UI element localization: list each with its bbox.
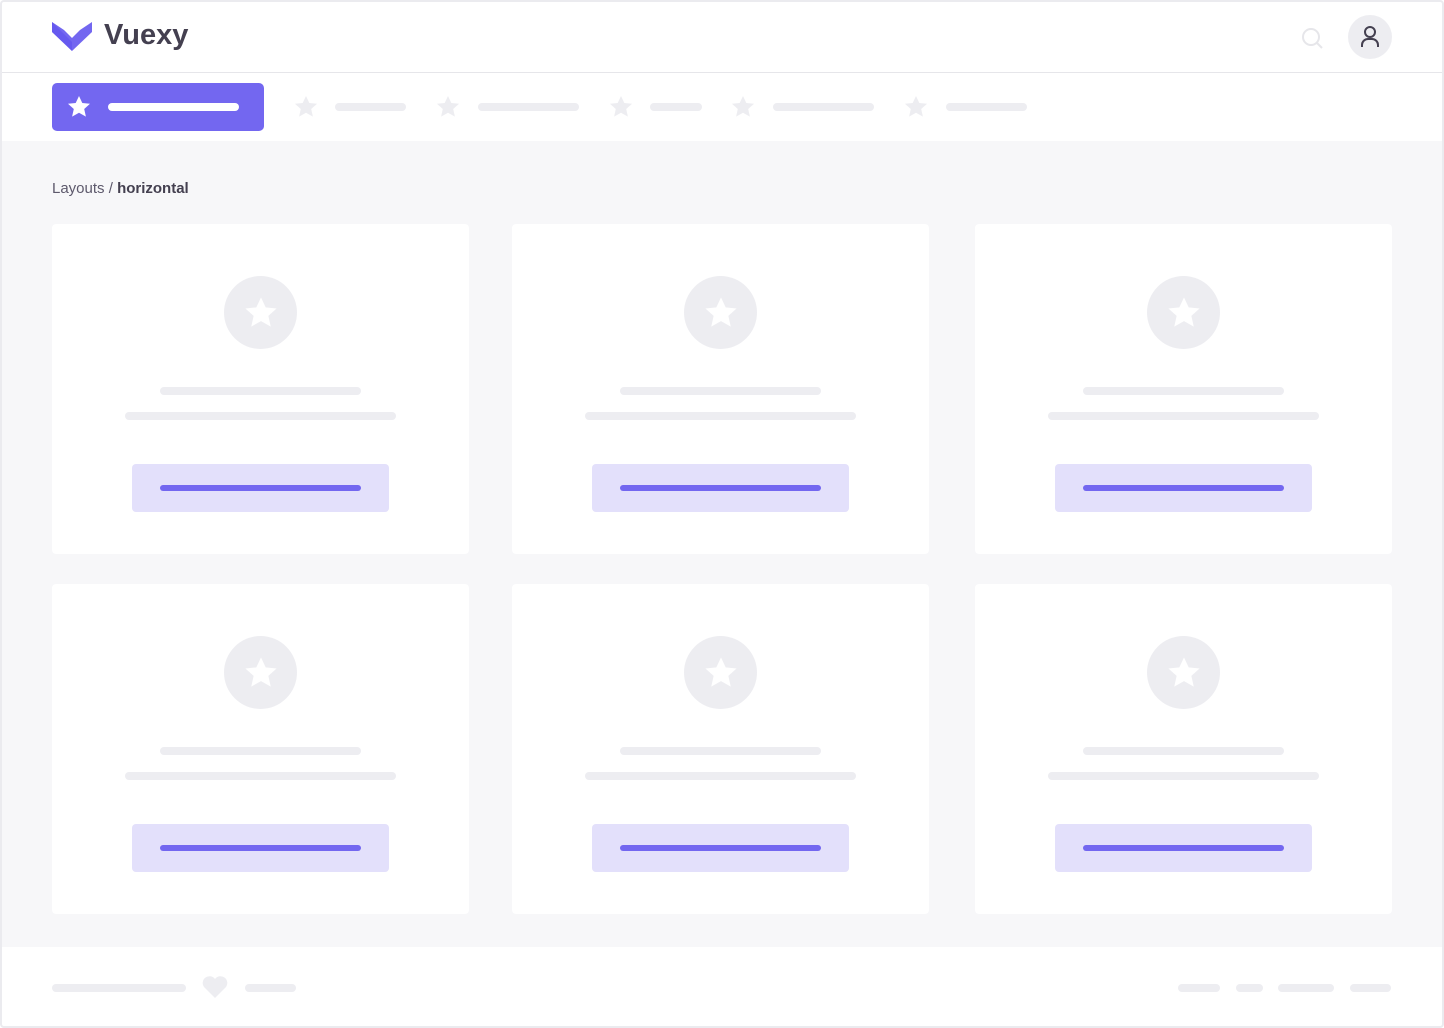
card-title-placeholder (160, 387, 361, 395)
card-icon-circle (684, 276, 757, 349)
card-button-label-placeholder (620, 485, 821, 491)
card-icon-circle (1147, 636, 1220, 709)
footer (0, 947, 1444, 1028)
brand-name: Vuexy (104, 19, 189, 51)
footer-link[interactable] (1350, 984, 1391, 992)
card-text-placeholder (585, 412, 856, 420)
star-icon (437, 96, 459, 117)
search-icon[interactable] (1301, 27, 1323, 49)
card-title-placeholder (160, 747, 361, 755)
nav-item-label-placeholder (335, 103, 406, 111)
card-button-label-placeholder (160, 485, 361, 491)
card-text-placeholder (125, 412, 396, 420)
card-button-label-placeholder (1083, 485, 1284, 491)
nav-item-label-placeholder (478, 103, 579, 111)
star-icon (244, 296, 277, 327)
star-icon (1167, 296, 1200, 327)
star-icon (732, 96, 754, 117)
star-icon (295, 96, 317, 117)
card-button[interactable] (1055, 464, 1312, 512)
top-header: Vuexy (0, 0, 1444, 73)
heart-icon (202, 976, 228, 998)
user-icon (1361, 26, 1379, 47)
footer-text-placeholder (245, 984, 296, 992)
nav-item-label-placeholder (650, 103, 702, 111)
placeholder-card (52, 584, 469, 914)
placeholder-card (52, 224, 469, 554)
breadcrumb: Layouts / horizontal (52, 180, 189, 197)
card-button[interactable] (592, 464, 849, 512)
card-text-placeholder (585, 772, 856, 780)
star-icon (68, 96, 90, 117)
star-icon (244, 656, 277, 687)
card-title-placeholder (1083, 387, 1284, 395)
card-button[interactable] (132, 824, 389, 872)
card-text-placeholder (125, 772, 396, 780)
breadcrumb-separator: / (104, 180, 118, 197)
nav-item-label-placeholder (108, 103, 239, 111)
card-button-label-placeholder (1083, 845, 1284, 851)
card-title-placeholder (1083, 747, 1284, 755)
footer-link[interactable] (1278, 984, 1334, 992)
nav-item-active[interactable] (52, 83, 264, 131)
star-icon (704, 656, 737, 687)
card-title-placeholder (620, 747, 821, 755)
nav-item-label-placeholder (946, 103, 1027, 111)
star-icon (905, 96, 927, 117)
card-text-placeholder (1048, 412, 1319, 420)
card-button[interactable] (132, 464, 389, 512)
card-icon-circle (224, 276, 297, 349)
user-avatar[interactable] (1348, 15, 1392, 59)
card-button-label-placeholder (620, 845, 821, 851)
footer-link[interactable] (1236, 984, 1263, 992)
card-icon-circle (684, 636, 757, 709)
card-icon-circle (1147, 276, 1220, 349)
card-button[interactable] (592, 824, 849, 872)
card-title-placeholder (620, 387, 821, 395)
placeholder-card (975, 224, 1392, 554)
card-icon-circle (224, 636, 297, 709)
placeholder-card (512, 584, 929, 914)
footer-link[interactable] (1178, 984, 1220, 992)
star-icon (704, 296, 737, 327)
placeholder-card (975, 584, 1392, 914)
nav-item-label-placeholder (773, 103, 874, 111)
breadcrumb-parent[interactable]: Layouts (52, 180, 105, 197)
card-button[interactable] (1055, 824, 1312, 872)
star-icon (1167, 656, 1200, 687)
vuexy-logo-icon (52, 22, 92, 51)
card-button-label-placeholder (160, 845, 361, 851)
card-text-placeholder (1048, 772, 1319, 780)
placeholder-card (512, 224, 929, 554)
footer-text-placeholder (52, 984, 186, 992)
star-icon (610, 96, 632, 117)
breadcrumb-current: horizontal (117, 180, 189, 197)
